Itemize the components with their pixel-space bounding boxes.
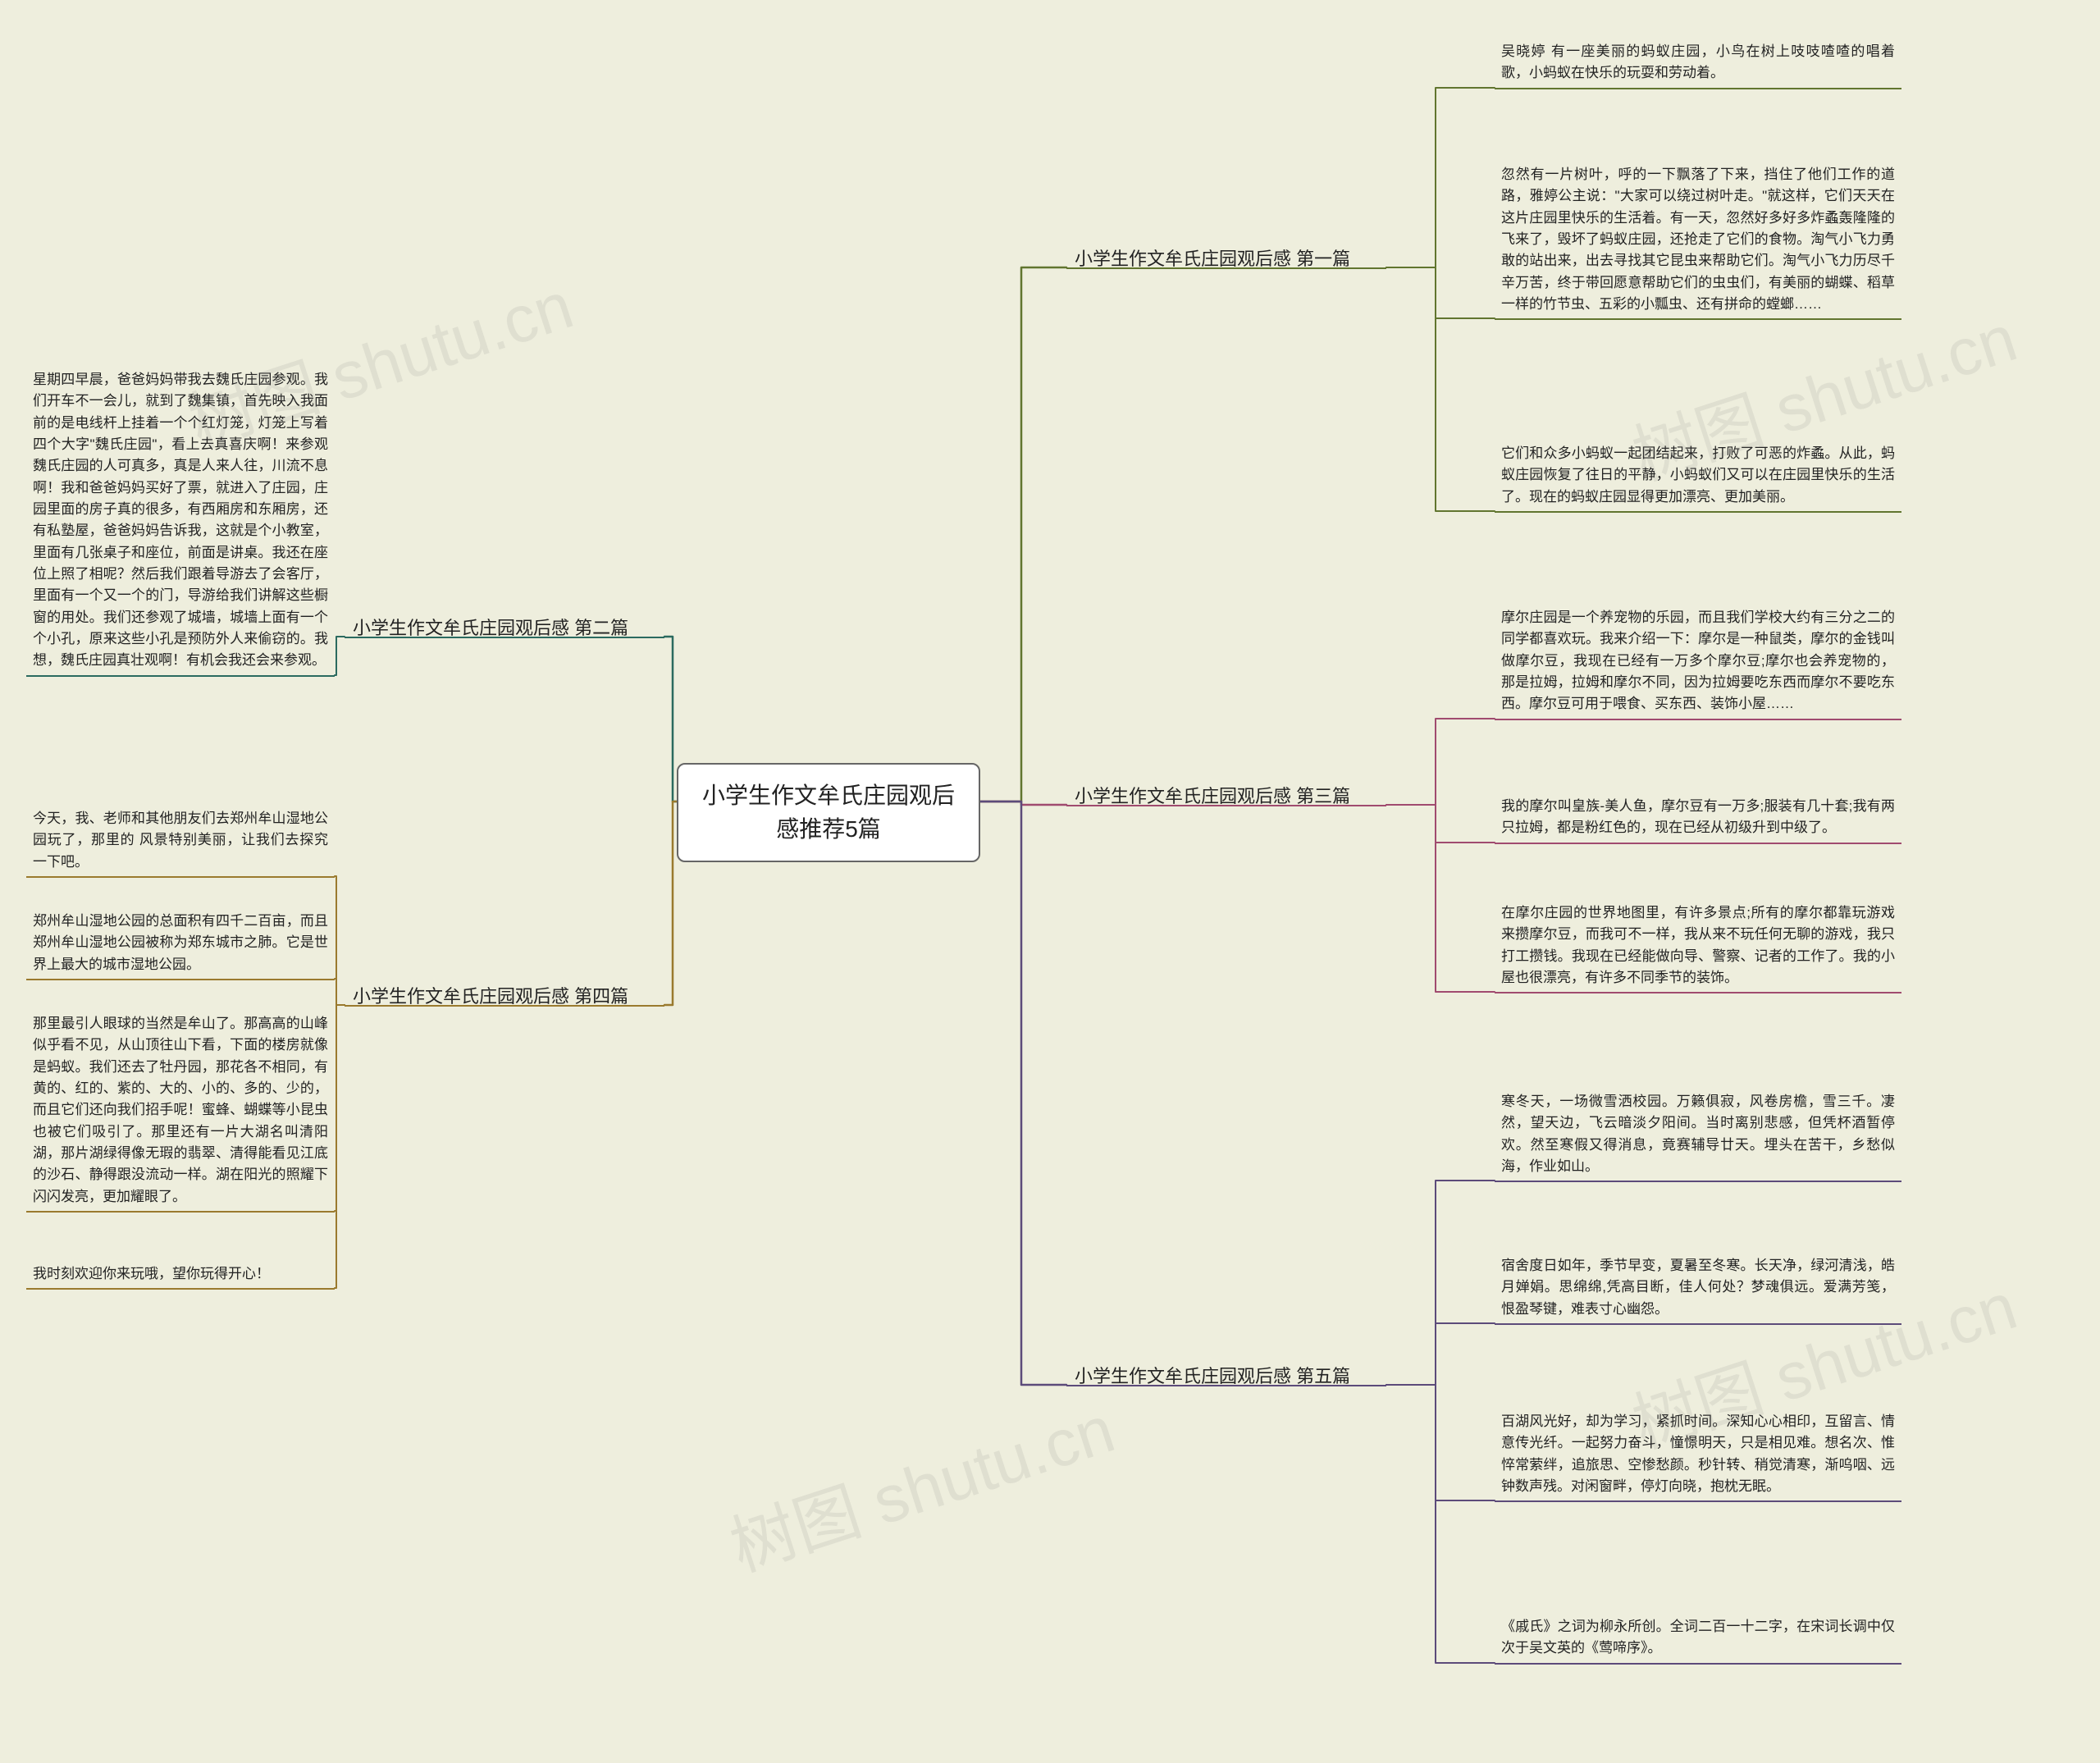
leaf-underline [1495, 843, 1901, 844]
leaf-underline [1495, 1500, 1901, 1502]
branch-underline [1066, 805, 1386, 806]
leaf-text: 摩尔庄园是一个养宠物的乐园，而且我们学校大约有三分之二的同学都喜欢玩。我来介绍一… [1501, 607, 1895, 715]
leaf-underline [1495, 88, 1901, 89]
leaf-underline [1495, 318, 1901, 320]
leaf-text: 百湖风光好，却为学习，紧抓时间。深知心心相印，互留言、情意传光纤。一起努力奋斗，… [1501, 1411, 1895, 1497]
leaf-underline [26, 1211, 335, 1213]
leaf-underline [26, 979, 335, 980]
leaf-text: 郑州牟山湿地公园的总面积有四千二百亩，而且郑州牟山湿地公园被称为郑东城市之肺。它… [33, 911, 328, 975]
leaf-text: 《戚氏》之词为柳永所创。全词二百一十二字，在宋词长调中仅次于吴文英的《莺啼序》。 [1501, 1616, 1895, 1660]
leaf-underline [26, 1288, 335, 1290]
leaf-text: 星期四早晨，爸爸妈妈带我去魏氏庄园参观。我们开车不一会儿，就到了魏集镇，首先映入… [33, 369, 328, 672]
leaf-text: 忽然有一片树叶，呼的一下飘落了下来，挡住了他们工作的道路，雅婷公主说："大家可以… [1501, 164, 1895, 315]
leaf-text: 我的摩尔叫皇族-美人鱼，摩尔豆有一万多;服装有几十套;我有两只拉姆，都是粉红色的… [1501, 796, 1895, 839]
leaf-underline [1495, 1663, 1901, 1665]
leaf-text: 我时刻欢迎你来玩哦，望你玩得开心！ [33, 1263, 328, 1285]
leaf-underline [1495, 719, 1901, 720]
leaf-underline [1495, 511, 1901, 513]
leaf-text: 寒冬天，一场微雪洒校园。万籁俱寂，风卷房檐，雪三千。凄然，望天边，飞云暗淡夕阳间… [1501, 1091, 1895, 1177]
leaf-underline [26, 876, 335, 878]
leaf-underline [1495, 1181, 1901, 1182]
branch-underline [345, 1005, 664, 1007]
leaf-text: 那里最引人眼球的当然是牟山了。那高高的山峰似乎看不见，从山顶往山下看，下面的楼房… [33, 1013, 328, 1208]
branch-underline [1066, 267, 1386, 269]
leaf-underline [1495, 992, 1901, 993]
watermark: 树图 shutu.cn [717, 1377, 1125, 1590]
leaf-text: 它们和众多小蚂蚁一起团结起来，打败了可恶的炸蟊。从此，蚂蚁庄园恢复了往日的平静，… [1501, 443, 1895, 508]
leaf-text: 吴晓婷 有一座美丽的蚂蚁庄园，小鸟在树上吱吱喳喳的唱着歌，小蚂蚁在快乐的玩耍和劳… [1501, 41, 1895, 84]
leaf-underline [26, 675, 335, 677]
central-node: 小学生作文牟氏庄园观后感推荐5篇 [677, 763, 980, 862]
leaf-text: 今天，我、老师和其他朋友们去郑州牟山湿地公园玩了，那里的 风景特别美丽，让我们去… [33, 808, 328, 873]
leaf-text: 在摩尔庄园的世界地图里，有许多景点;所有的摩尔都靠玩游戏来攒摩尔豆，而我可不一样… [1501, 902, 1895, 989]
leaf-text: 宿舍度日如年，季节早变，夏暑至冬寒。长天净，绿河清浅，皓月婵娟。思绵绵,凭高目断… [1501, 1255, 1895, 1320]
branch-underline [345, 637, 664, 638]
branch-underline [1066, 1385, 1386, 1386]
leaf-underline [1495, 1323, 1901, 1325]
